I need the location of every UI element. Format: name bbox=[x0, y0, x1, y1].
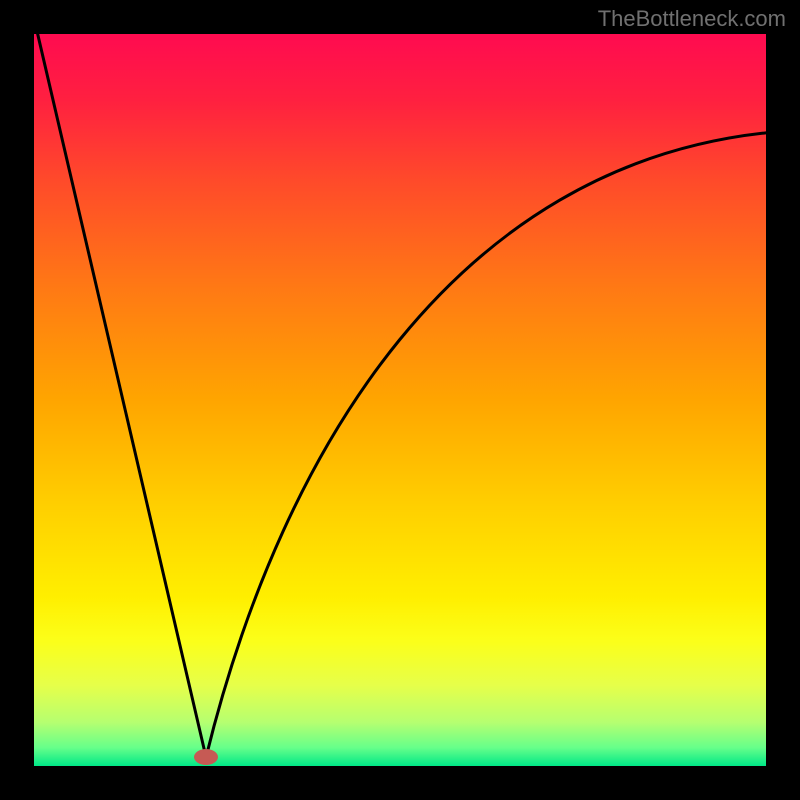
plot-area bbox=[34, 34, 766, 766]
watermark-text: TheBottleneck.com bbox=[598, 6, 786, 32]
chart-frame: TheBottleneck.com bbox=[0, 0, 800, 800]
bottleneck-curve bbox=[34, 34, 766, 766]
